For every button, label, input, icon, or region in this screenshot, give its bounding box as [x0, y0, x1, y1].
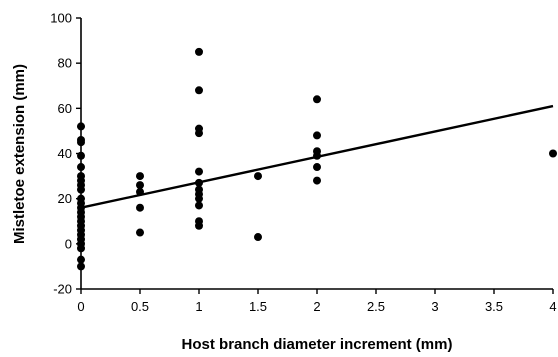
data-point — [195, 129, 203, 138]
x-tick-label: 2 — [313, 299, 320, 314]
data-point — [195, 167, 203, 176]
data-point — [254, 233, 262, 242]
data-point — [136, 172, 144, 181]
data-point — [254, 172, 262, 181]
data-point — [195, 86, 203, 95]
data-point — [195, 194, 203, 203]
data-point — [77, 138, 85, 147]
x-axis-title: Host branch diameter increment (mm) — [182, 336, 453, 353]
data-point — [136, 228, 144, 237]
data-point — [77, 255, 85, 264]
x-tick-label: 0 — [77, 299, 84, 314]
y-tick-label: 100 — [50, 11, 72, 26]
y-tick-label: 60 — [58, 101, 72, 116]
data-point — [313, 131, 321, 140]
y-tick-label: 20 — [58, 191, 72, 206]
data-point — [136, 181, 144, 190]
data-point — [195, 178, 203, 187]
x-tick-label: 3.5 — [485, 299, 503, 314]
y-tick-label: 0 — [65, 236, 72, 251]
data-points — [77, 47, 557, 271]
y-tick-label: 80 — [58, 56, 72, 71]
data-point — [77, 244, 85, 253]
data-point — [195, 201, 203, 210]
tick-marks — [76, 17, 554, 294]
x-tick-label: 3 — [431, 299, 438, 314]
data-point — [136, 187, 144, 196]
data-point — [77, 163, 85, 172]
x-tick-label: 1.5 — [249, 299, 267, 314]
data-point — [77, 122, 85, 131]
x-tick-label: 1 — [195, 299, 202, 314]
x-tick-label: 0.5 — [131, 299, 149, 314]
x-tick-label: 4 — [549, 299, 556, 314]
data-point — [77, 262, 85, 271]
y-axis-title: Mistletoe extension (mm) — [11, 64, 28, 244]
data-point — [313, 151, 321, 160]
x-tick-labels: 0 0.5 1 1.5 2 2.5 3 3.5 4 — [77, 299, 556, 314]
data-point — [77, 151, 85, 160]
data-point — [313, 163, 321, 172]
data-point — [195, 47, 203, 56]
y-tick-label: 40 — [58, 146, 72, 161]
data-point — [136, 203, 144, 212]
data-point — [549, 149, 557, 158]
data-point — [313, 176, 321, 185]
data-point — [195, 221, 203, 230]
data-point — [313, 95, 321, 104]
y-tick-labels: -20 0 20 40 60 80 100 — [50, 11, 72, 297]
data-point — [77, 185, 85, 194]
x-tick-label: 2.5 — [367, 299, 385, 314]
y-tick-label: -20 — [53, 282, 72, 297]
